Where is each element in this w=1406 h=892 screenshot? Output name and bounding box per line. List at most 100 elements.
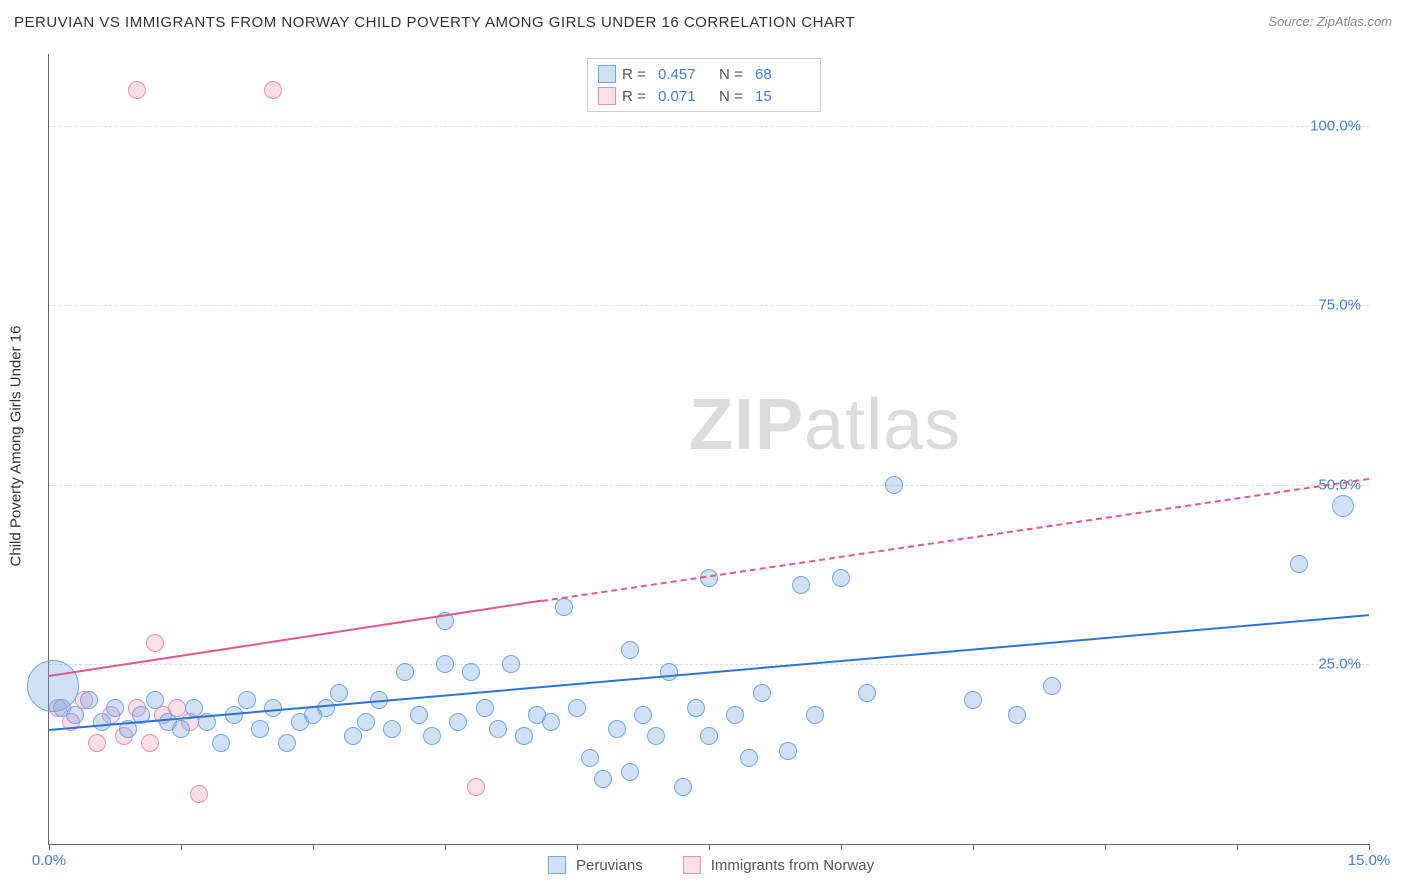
data-point-blue xyxy=(317,699,335,717)
data-point-blue xyxy=(330,684,348,702)
data-point-blue xyxy=(726,706,744,724)
data-point-blue xyxy=(502,655,520,673)
data-point-blue xyxy=(634,706,652,724)
data-point-blue xyxy=(806,706,824,724)
data-point-blue xyxy=(80,691,98,709)
legend-row-pink: R =0.071 N =15 xyxy=(598,85,810,107)
data-point-blue xyxy=(489,720,507,738)
data-point-blue xyxy=(212,734,230,752)
data-point-pink xyxy=(141,734,159,752)
data-point-blue xyxy=(264,699,282,717)
data-point-blue xyxy=(1008,706,1026,724)
data-point-blue xyxy=(462,663,480,681)
data-point-blue xyxy=(357,713,375,731)
data-point-blue xyxy=(172,720,190,738)
data-point-blue xyxy=(410,706,428,724)
swatch-pink xyxy=(598,87,616,105)
legend-label-blue: Peruvians xyxy=(576,857,643,874)
x-tick xyxy=(841,844,842,850)
data-point-blue xyxy=(106,699,124,717)
data-point-pink xyxy=(264,81,282,99)
x-tick xyxy=(313,844,314,850)
data-point-pink xyxy=(190,785,208,803)
x-tick xyxy=(1369,844,1370,850)
gridline xyxy=(49,664,1369,665)
gridline xyxy=(49,305,1369,306)
data-point-blue xyxy=(779,742,797,760)
data-point-blue xyxy=(542,713,560,731)
legend-label-pink: Immigrants from Norway xyxy=(711,857,874,874)
data-point-blue xyxy=(621,641,639,659)
data-point-blue xyxy=(476,699,494,717)
data-point-blue xyxy=(1290,555,1308,573)
x-tick xyxy=(577,844,578,850)
data-point-blue xyxy=(238,691,256,709)
data-point-blue xyxy=(423,727,441,745)
trend-line xyxy=(542,478,1369,602)
swatch-pink xyxy=(683,856,701,874)
data-point-blue xyxy=(608,720,626,738)
scatter-plot-area: ZIPatlas R =0.457 N =68 R =0.071 N =15 2… xyxy=(48,54,1369,845)
swatch-blue xyxy=(598,65,616,83)
data-point-blue xyxy=(436,655,454,673)
data-point-pink xyxy=(467,778,485,796)
correlation-legend: R =0.457 N =68 R =0.071 N =15 xyxy=(587,58,821,112)
data-point-blue xyxy=(740,749,758,767)
data-point-blue xyxy=(674,778,692,796)
data-point-blue xyxy=(660,663,678,681)
data-point-blue xyxy=(594,770,612,788)
data-point-blue xyxy=(93,713,111,731)
data-point-blue xyxy=(858,684,876,702)
chart-header: PERUVIAN VS IMMIGRANTS FROM NORWAY CHILD… xyxy=(14,14,1392,38)
data-point-pink xyxy=(146,634,164,652)
series-legend: Peruvians Immigrants from Norway xyxy=(548,856,874,874)
watermark: ZIPatlas xyxy=(689,384,961,466)
chart-title: PERUVIAN VS IMMIGRANTS FROM NORWAY CHILD… xyxy=(14,14,855,31)
x-tick xyxy=(1105,844,1106,850)
y-tick-label: 100.0% xyxy=(1310,117,1361,134)
data-point-blue xyxy=(449,713,467,731)
legend-row-blue: R =0.457 N =68 xyxy=(598,63,810,85)
x-tick xyxy=(181,844,182,850)
data-point-blue xyxy=(1043,677,1061,695)
data-point-blue xyxy=(1332,495,1354,517)
source-attribution: Source: ZipAtlas.com xyxy=(1268,14,1392,29)
trend-line xyxy=(49,614,1369,731)
x-tick-label: 15.0% xyxy=(1348,852,1391,869)
data-point-pink xyxy=(88,734,106,752)
data-point-blue xyxy=(792,576,810,594)
x-tick xyxy=(49,844,50,850)
data-point-blue xyxy=(581,749,599,767)
data-point-pink xyxy=(128,81,146,99)
y-axis-title: Child Poverty Among Girls Under 16 xyxy=(8,326,25,567)
data-point-blue xyxy=(555,598,573,616)
data-point-blue xyxy=(964,691,982,709)
data-point-blue xyxy=(568,699,586,717)
x-tick-label: 0.0% xyxy=(32,852,66,869)
x-tick xyxy=(709,844,710,850)
y-tick-label: 75.0% xyxy=(1318,297,1361,314)
data-point-blue xyxy=(621,763,639,781)
data-point-blue xyxy=(185,699,203,717)
data-point-blue xyxy=(146,691,164,709)
data-point-blue xyxy=(832,569,850,587)
swatch-blue xyxy=(548,856,566,874)
x-tick xyxy=(445,844,446,850)
data-point-blue xyxy=(344,727,362,745)
data-point-blue xyxy=(647,727,665,745)
data-point-blue xyxy=(753,684,771,702)
data-point-blue xyxy=(396,663,414,681)
x-tick xyxy=(973,844,974,850)
data-point-blue xyxy=(66,706,84,724)
data-point-blue xyxy=(251,720,269,738)
data-point-blue xyxy=(278,734,296,752)
data-point-blue xyxy=(885,476,903,494)
data-point-blue xyxy=(515,727,533,745)
y-tick-label: 25.0% xyxy=(1318,656,1361,673)
gridline xyxy=(49,485,1369,486)
data-point-blue xyxy=(687,699,705,717)
gridline xyxy=(49,126,1369,127)
data-point-blue xyxy=(700,727,718,745)
x-tick xyxy=(1237,844,1238,850)
data-point-blue xyxy=(383,720,401,738)
